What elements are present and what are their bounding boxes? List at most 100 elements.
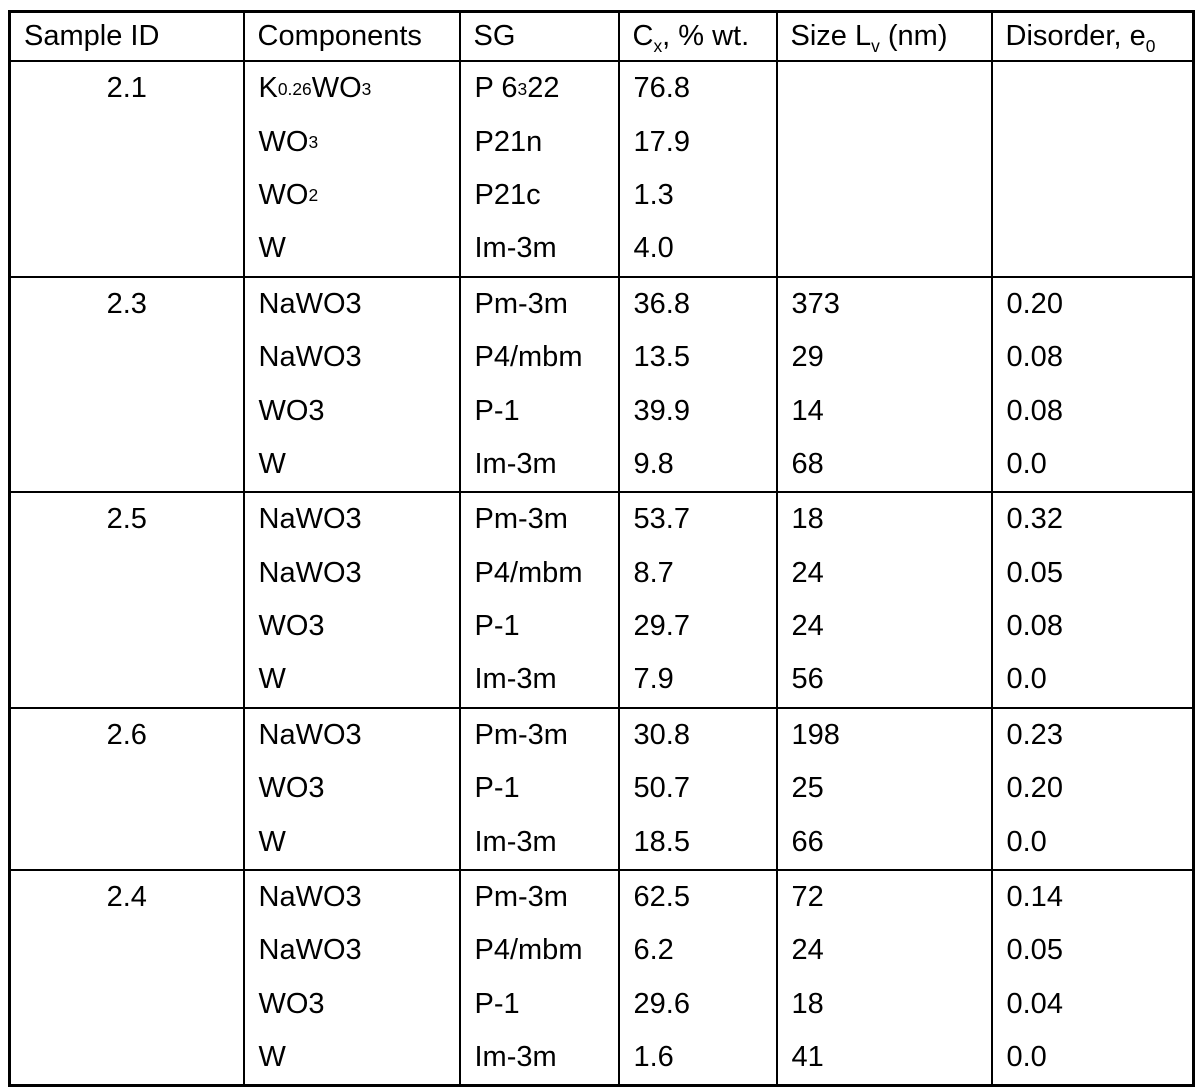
size-value: 24	[791, 934, 824, 967]
component-value: NaWO3	[258, 503, 362, 536]
cell-cx: 62.5 6.2 29.6 1.6	[617, 868, 778, 1087]
size-value: 25	[791, 772, 824, 805]
sample-id-value: 2.6	[106, 718, 147, 751]
space-group-value: P21c	[474, 178, 541, 211]
disorder-value: 0.05	[1006, 934, 1063, 967]
cell-sample-id: 2.6	[8, 706, 245, 871]
cx-value: 39.9	[633, 394, 690, 427]
cell-sample-id: 2.4	[8, 868, 245, 1087]
cx-value: 29.7	[633, 610, 690, 643]
disorder-value: 0.05	[1006, 556, 1063, 589]
space-group-value: Im-3m	[474, 447, 557, 480]
cx-value: 36.8	[633, 287, 690, 320]
cx-value: 29.6	[633, 987, 690, 1020]
disorder-value: 0.23	[1006, 718, 1063, 751]
cell-components: K 0.26 WO 3 WO 3 WO 2 W	[242, 60, 461, 278]
disorder-value: 0.20	[1006, 772, 1063, 805]
cell-size: 198 25 66	[775, 706, 993, 871]
column-header-components: Components	[242, 10, 461, 62]
cell-cx: 53.7 8.7 29.7 7.9	[617, 491, 778, 709]
size-value: 41	[791, 1041, 824, 1074]
cell-sg: Pm-3m P4/mbm P-1 Im-3m	[458, 868, 620, 1087]
size-value: 66	[791, 825, 824, 858]
size-value: 14	[791, 394, 824, 427]
disorder-value: 0.04	[1006, 987, 1063, 1020]
disorder-value: 0.0	[1006, 447, 1047, 480]
cell-sample-id: 2.5	[8, 491, 245, 709]
cell-disorder: 0.14 0.05 0.04 0.0	[990, 868, 1195, 1087]
component-value: NaWO3	[258, 881, 362, 914]
column-header-sample-id: Sample ID	[8, 10, 245, 62]
cx-value: 8.7	[633, 556, 674, 589]
cell-size	[775, 60, 993, 278]
component-value: WO3	[258, 394, 325, 427]
cell-size: 18 24 24 56	[775, 491, 993, 709]
space-group-value: Pm-3m	[474, 881, 568, 914]
space-group-value: Im-3m	[474, 1041, 557, 1074]
cell-cx: 30.8 50.7 18.5	[617, 706, 778, 871]
sample-group-row: 2.3 NaWO3 NaWO3 WO3 W Pm-3m P4/mbm P-1 Im-3m 36.8…	[8, 275, 1195, 494]
space-group-value: P21n	[474, 125, 543, 158]
size-value	[778, 222, 991, 275]
space-group-value: Im-3m	[474, 825, 557, 858]
header-row: Sample ID Components SG Cx, % wt. Size L…	[8, 10, 1195, 62]
space-group-value: P4/mbm	[474, 341, 583, 374]
size-value	[778, 62, 991, 115]
disorder-value	[993, 62, 1193, 115]
cx-value: 18.5	[633, 825, 690, 858]
component-value: K 0.26 WO 3	[258, 72, 372, 105]
sample-group-row: 2.6 NaWO3 WO3 W Pm-3m P-1 Im-3m 30.8 50.7 18.5 198…	[8, 706, 1195, 871]
cx-value: 7.9	[633, 663, 674, 696]
sample-id-value: 2.1	[106, 72, 147, 105]
space-group-value: P4/mbm	[474, 556, 583, 589]
component-value: WO 2	[258, 178, 319, 211]
cell-sg: Pm-3m P-1 Im-3m	[458, 706, 620, 871]
size-value: 373	[791, 287, 840, 320]
sample-id-value: 2.3	[106, 287, 147, 320]
sample-group-row: 2.5 NaWO3 NaWO3 WO3 W Pm-3m P4/mbm P-1 Im-3m 53.7…	[8, 491, 1195, 709]
size-value: 18	[791, 503, 824, 536]
component-value: NaWO3	[258, 287, 362, 320]
column-header-disorder: Disorder, e0	[990, 10, 1195, 62]
cell-components: NaWO3 NaWO3 WO3 W	[242, 868, 461, 1087]
sample-group-row: 2.4 NaWO3 NaWO3 WO3 W Pm-3m P4/mbm P-1 Im-3m 62.5…	[8, 868, 1195, 1087]
cx-value: 9.8	[633, 447, 674, 480]
cell-sg: Pm-3m P4/mbm P-1 Im-3m	[458, 491, 620, 709]
disorder-value: 0.0	[1006, 1041, 1047, 1074]
component-value: WO3	[258, 610, 325, 643]
component-value: WO3	[258, 772, 325, 805]
component-value: NaWO3	[258, 556, 362, 589]
space-group-value: P-1	[474, 987, 520, 1020]
disorder-value: 0.08	[1006, 341, 1063, 374]
cell-disorder	[990, 60, 1195, 278]
disorder-value	[993, 115, 1193, 168]
cx-value: 17.9	[633, 125, 690, 158]
phase-analysis-table-wrapper: Sample ID Components SG Cx, % wt. Size L…	[8, 10, 1195, 1087]
size-value: 68	[791, 447, 824, 480]
disorder-value: 0.0	[1006, 825, 1047, 858]
cell-size: 72 24 18 41	[775, 868, 993, 1087]
component-value: NaWO3	[258, 934, 362, 967]
disorder-value	[993, 222, 1193, 275]
space-group-value: Pm-3m	[474, 718, 568, 751]
size-value: 24	[791, 610, 824, 643]
cell-sample-id: 2.3	[8, 275, 245, 494]
size-value: 198	[791, 718, 840, 751]
component-value: W	[258, 825, 286, 858]
size-value: 29	[791, 341, 824, 374]
cell-disorder: 0.32 0.05 0.08 0.0	[990, 491, 1195, 709]
space-group-value: P-1	[474, 394, 520, 427]
cx-value: 1.3	[633, 178, 674, 211]
column-header-cx: Cx, % wt.	[617, 10, 778, 62]
disorder-value: 0.20	[1006, 287, 1063, 320]
phase-analysis-table: Sample ID Components SG Cx, % wt. Size L…	[8, 10, 1195, 1087]
space-group-value: Im-3m	[474, 663, 557, 696]
disorder-value: 0.08	[1006, 394, 1063, 427]
sample-id-value: 2.5	[106, 503, 147, 536]
size-value: 24	[791, 556, 824, 589]
space-group-value: P-1	[474, 772, 520, 805]
size-value: 72	[791, 881, 824, 914]
